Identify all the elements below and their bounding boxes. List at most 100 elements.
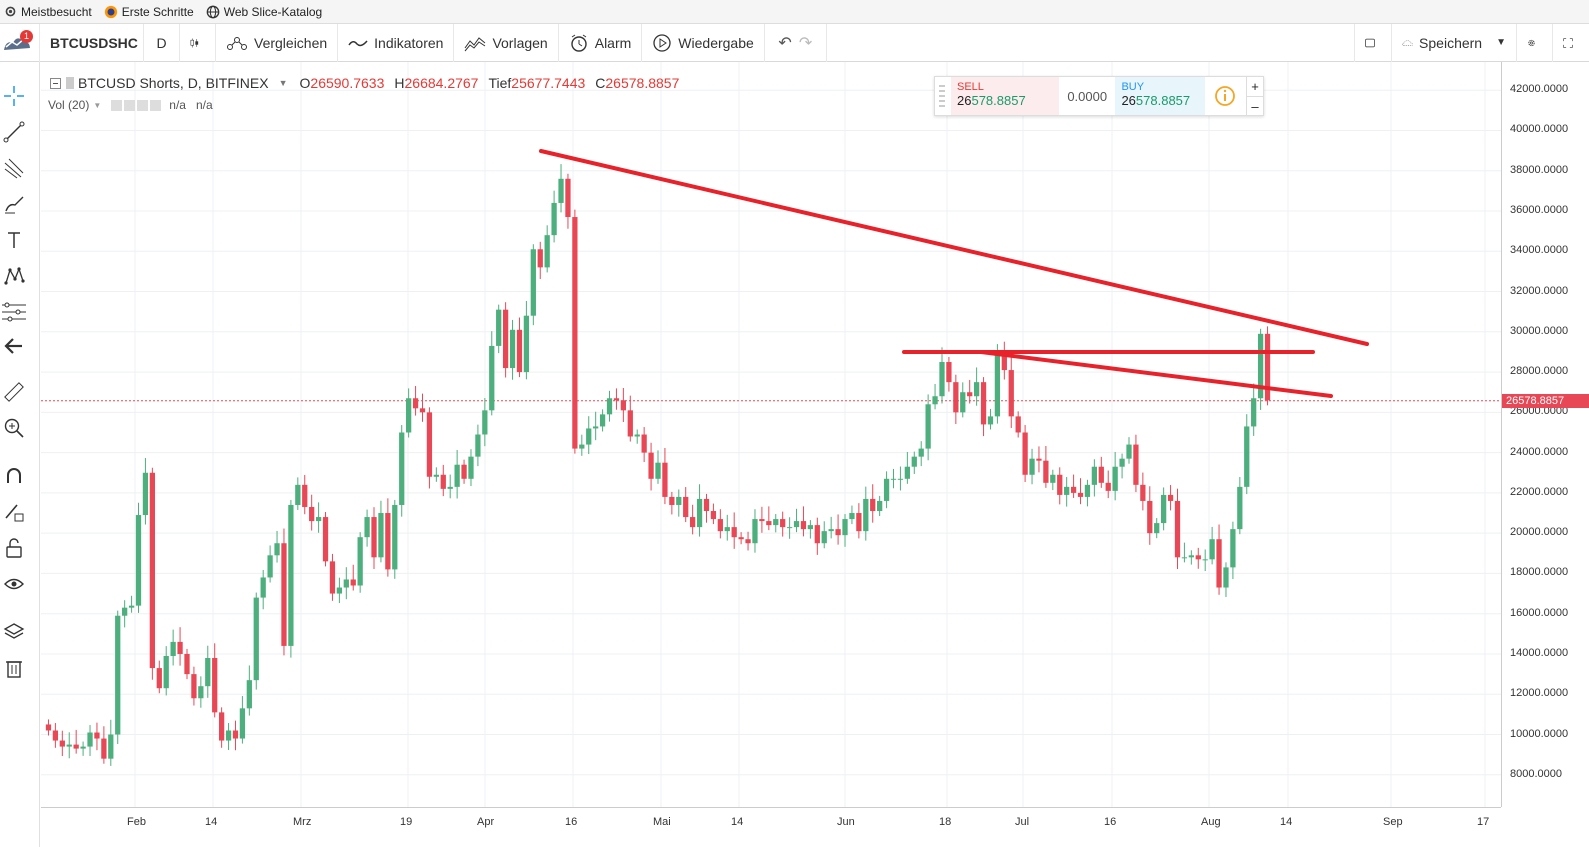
candle-body: [1029, 458, 1035, 475]
series-title[interactable]: BTCUSD Shorts, D, BITFINEX: [78, 75, 269, 91]
interval-label: D: [156, 34, 167, 51]
compare-button[interactable]: Vergleichen: [216, 23, 339, 62]
candle-body: [586, 428, 592, 445]
price-tick-label: 22000.0000: [1510, 485, 1569, 498]
pattern-tool[interactable]: [0, 262, 28, 290]
candle-body: [385, 513, 391, 570]
chart-legend: BTCUSD Shorts, D, BITFINEX ▼ O 26590.763…: [50, 75, 689, 91]
candle-body: [544, 235, 550, 268]
brush-tool[interactable]: [0, 190, 28, 218]
candle-body: [336, 587, 343, 594]
trendlines-layer[interactable]: [539, 149, 1369, 398]
indicators-label: Indikatoren: [374, 34, 444, 51]
prediction-tool[interactable]: [0, 298, 28, 326]
buy-button[interactable]: BUY 26578.8857: [1115, 77, 1205, 115]
collapse-icon[interactable]: [50, 77, 61, 89]
candle-body: [295, 484, 301, 505]
candle-body: [530, 249, 536, 316]
save-button[interactable]: Speichern ▼: [1392, 23, 1517, 62]
templates-button[interactable]: Vorlagen: [454, 23, 559, 62]
price-tick-label: 30000.0000: [1510, 324, 1569, 337]
chevron-down-icon[interactable]: ▼: [278, 78, 288, 88]
candle-body: [780, 519, 786, 528]
candle-body: [870, 498, 876, 512]
bookmark-label: Meistbesucht: [21, 4, 92, 19]
fullscreen-button[interactable]: [1553, 24, 1589, 62]
price-chart[interactable]: [41, 62, 1589, 847]
trendline-tool[interactable]: [0, 118, 28, 146]
visibility-tool[interactable]: [0, 570, 28, 598]
time-axis[interactable]: Feb 14 Mrz 19 Apr 16 Mai 14 Jun 18 Jul 16 Aug 14 Sep 17: [41, 807, 1501, 847]
candle-body: [281, 543, 287, 646]
undo-icon[interactable]: ↶: [778, 34, 792, 52]
time-tick-label: Sep: [1383, 816, 1403, 828]
redo-icon[interactable]: ↷: [798, 34, 813, 52]
alarm-label: Alarm: [594, 34, 632, 51]
firefox-icon: [104, 5, 117, 18]
candle-body: [537, 249, 543, 268]
price-axis[interactable]: 42000.0000 40000.0000 38000.0000 36000.0000…: [1501, 62, 1589, 807]
alarm-button[interactable]: Alarm: [559, 23, 643, 62]
plus-button[interactable]: +: [1247, 77, 1263, 97]
text-tool[interactable]: [0, 226, 28, 254]
candle-body: [683, 496, 689, 518]
fullscreen-box-button[interactable]: [1354, 23, 1392, 62]
candle-body: [773, 519, 779, 526]
bookmark-erste-schritte[interactable]: Erste Schritte: [104, 5, 194, 19]
fib-tool[interactable]: [0, 154, 28, 182]
price-tick-label: 42000.0000: [1510, 83, 1569, 96]
delete-drawings-tool[interactable]: [0, 654, 28, 682]
lock-all-tool[interactable]: [0, 534, 28, 562]
replay-button[interactable]: Wiedergabe: [642, 23, 765, 62]
zoom-tool[interactable]: [0, 414, 28, 442]
volume-label[interactable]: Vol (20): [48, 98, 90, 112]
chevron-down-icon[interactable]: ▼: [93, 100, 102, 110]
minus-button[interactable]: –: [1251, 99, 1259, 114]
close-icon[interactable]: [150, 99, 162, 111]
fork-icon: [4, 158, 24, 179]
symbol-search[interactable]: BTCUSDSHC: [40, 23, 144, 62]
settings-button[interactable]: [1517, 23, 1553, 62]
candle-body: [648, 452, 654, 479]
drag-handle-icon[interactable]: [939, 85, 945, 107]
bookmark-label: Erste Schritte: [121, 4, 194, 19]
magnet-tool[interactable]: [0, 462, 28, 490]
chart-grid: [41, 62, 1501, 807]
chart-style-button[interactable]: [180, 23, 216, 62]
plus-icon[interactable]: [137, 99, 149, 111]
indicators-button[interactable]: Indikatoren: [338, 23, 455, 62]
candle-body: [828, 529, 834, 532]
candle-body: [752, 519, 758, 544]
back-arrow-button[interactable]: [0, 332, 28, 360]
expand-icon: [1563, 37, 1573, 48]
lock-drawing-tool[interactable]: [0, 498, 28, 526]
candle-body: [454, 464, 460, 487]
trend-line: [979, 350, 1333, 398]
bookmark-web-slice-katalog[interactable]: Web Slice-Katalog: [206, 5, 322, 19]
measure-tool[interactable]: [0, 378, 28, 406]
candle-body: [115, 615, 121, 735]
flag-icon[interactable]: [66, 77, 74, 89]
settings-icon[interactable]: [124, 99, 136, 111]
price-tick-label: 36000.0000: [1510, 204, 1569, 216]
candle-body: [1140, 484, 1146, 501]
candle-body: [759, 519, 765, 522]
info-button[interactable]: [1205, 77, 1246, 115]
eye-icon[interactable]: [111, 99, 123, 111]
high-value: 26684.2767: [404, 75, 479, 91]
crosshair-tool[interactable]: [0, 82, 28, 110]
interval-button[interactable]: D: [144, 23, 180, 62]
ruler-icon: [4, 382, 24, 402]
object-tree-tool[interactable]: [0, 618, 28, 646]
candle-body: [1112, 466, 1118, 491]
candle-body: [932, 396, 938, 405]
bookmarks-bar: Meistbesucht Erste Schritte Web Slice-Ka…: [0, 0, 1589, 24]
candle-body: [634, 434, 640, 437]
candle-body: [260, 577, 266, 598]
price-tick-label: 38000.0000: [1510, 163, 1569, 176]
candle-body: [1036, 458, 1042, 461]
low-key: Tief: [488, 75, 512, 91]
sell-button[interactable]: SELL 26578.8857: [951, 77, 1059, 115]
app-logo[interactable]: 1: [0, 23, 40, 62]
bookmark-meistbesucht[interactable]: Meistbesucht: [4, 5, 92, 19]
